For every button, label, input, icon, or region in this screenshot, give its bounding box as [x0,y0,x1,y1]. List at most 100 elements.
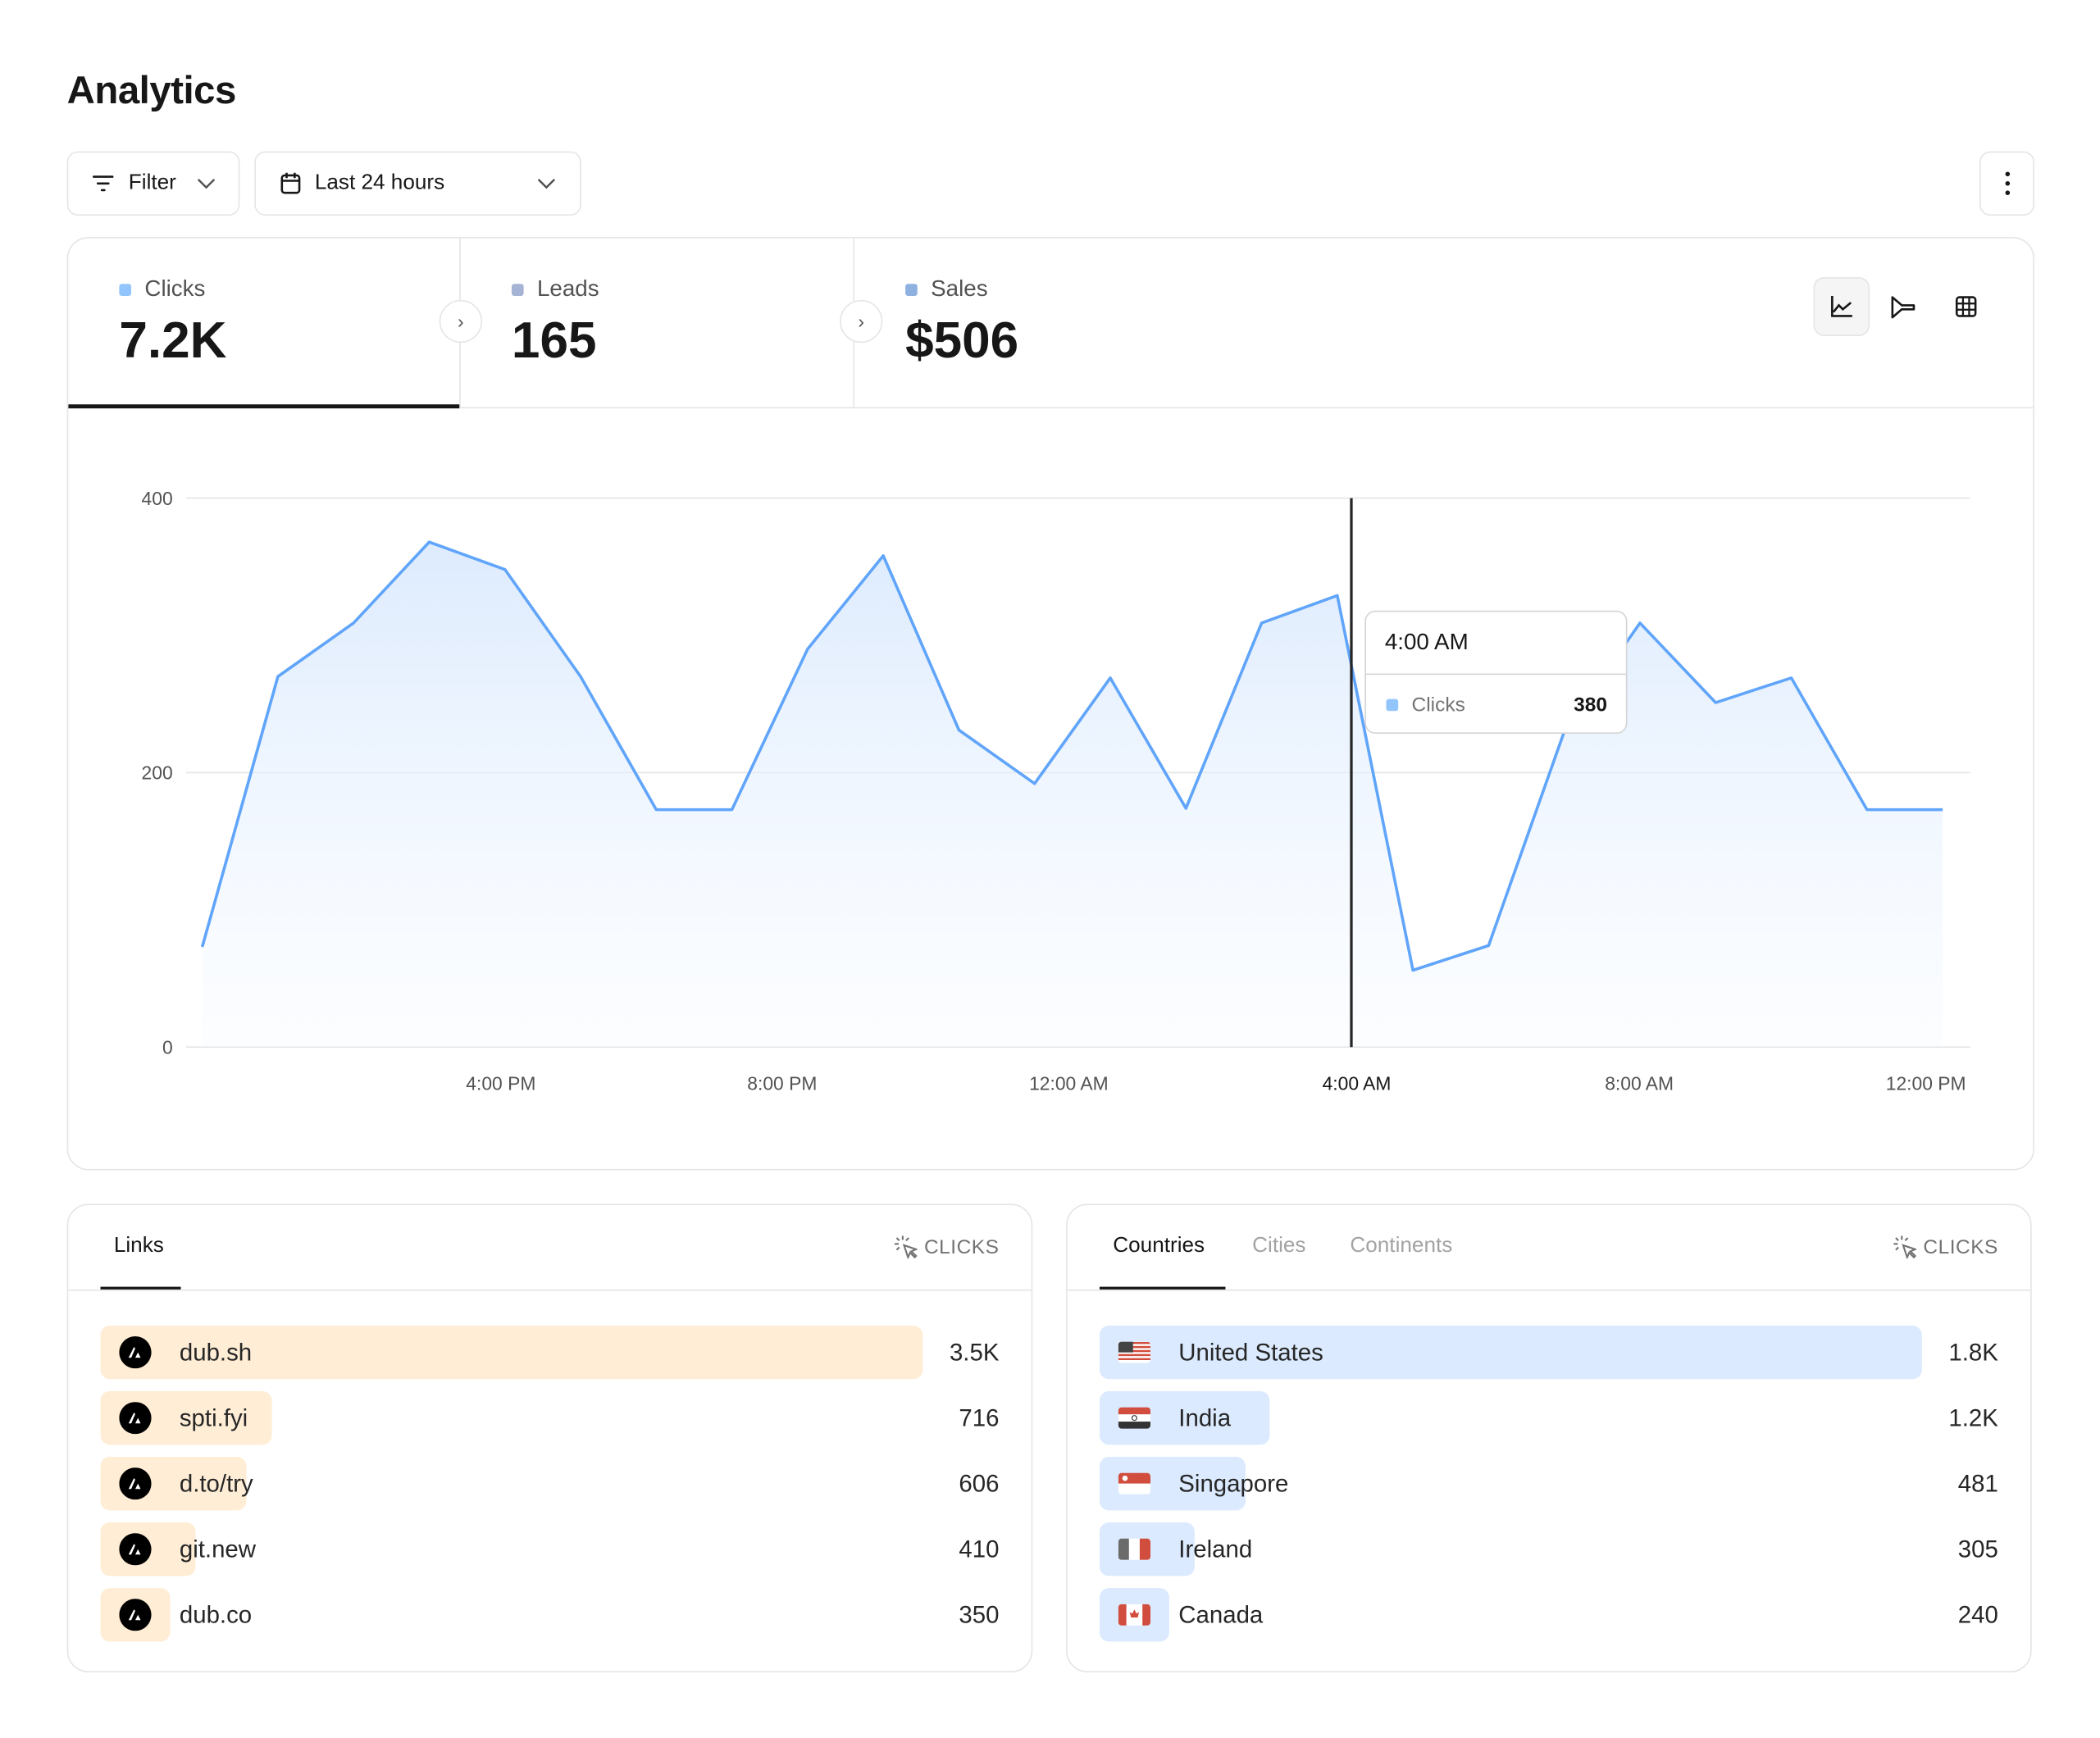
table-icon [1955,296,1977,317]
row-value: 350 [959,1601,1000,1629]
calendar-icon [280,172,301,194]
tab-continents[interactable]: Continents [1350,1234,1453,1258]
tab-countries[interactable]: Countries [1113,1234,1205,1258]
line-chart-view-button[interactable] [1813,277,1870,336]
table-view-button[interactable] [1938,277,1994,336]
chevron-right-icon: › [840,299,883,344]
line-chart-icon [1831,295,1852,317]
date-range-select[interactable]: Last 24 hours [254,151,581,216]
link-favicon-icon [119,1467,152,1500]
tab-cities[interactable]: Cities [1252,1234,1306,1258]
tooltip-value: 380 [1574,694,1607,717]
row-value: 240 [1957,1601,1998,1629]
india-flag-icon [1118,1407,1151,1429]
metric-value: 165 [511,313,597,370]
active-tab-indicator [68,404,460,409]
clicks-column-header: CLICKS [893,1235,1000,1259]
ireland-flag-icon [1118,1538,1151,1560]
date-range-value: Last 24 hours [314,171,445,194]
active-tab-indicator [1099,1286,1226,1291]
row-value: 410 [959,1536,1000,1563]
singapore-flag-icon [1118,1472,1151,1495]
x-tick-label: 8:00 AM [1605,1073,1674,1094]
metric-label: Sales [931,275,988,302]
x-tick-label: 8:00 PM [747,1073,817,1094]
tooltip-swatch [1386,698,1399,712]
filter-label: Filter [128,171,176,194]
funnel-view-button[interactable] [1875,277,1932,336]
row-name: git.new [179,1536,257,1563]
value-bar [1099,1325,1922,1380]
row-name: Singapore [1178,1470,1289,1498]
link-row[interactable]: dub.sh 3.5K [100,1325,1000,1380]
metric-value: $506 [905,313,1019,370]
link-favicon-icon [119,1599,152,1631]
filter-button[interactable]: Filter [66,151,240,216]
clicks-color-swatch [119,283,132,296]
cursor-click-icon [895,1235,918,1259]
link-favicon-icon [119,1402,152,1435]
row-name: India [1178,1404,1232,1431]
link-favicon-icon [119,1336,152,1369]
page-title: Analytics [66,69,237,113]
metric-label: Leads [536,275,599,302]
funnel-icon [1891,296,1916,319]
cursor-click-icon [1893,1235,1917,1259]
metric-tab-leads[interactable]: Leads 165 [461,238,855,407]
series-area [202,542,1943,1048]
row-value: 716 [959,1404,1000,1431]
y-tick-label: 400 [142,488,173,509]
y-tick-label: 0 [162,1036,173,1058]
metric-label: Clicks [144,275,206,302]
country-row[interactable]: Canada 240 [1099,1588,1998,1642]
analytics-chart-card: Clicks 7.2K Leads 165 Sales $506 › › 0 [66,237,2034,1171]
more-options-button[interactable] [1979,151,2034,216]
link-row[interactable]: git.new 410 [100,1522,999,1576]
clicks-column-header: CLICKS [1893,1235,1998,1259]
tooltip-series: Clicks [1411,694,1465,717]
row-name: dub.sh [179,1339,253,1366]
row-value: 3.5K [949,1339,1000,1366]
x-tick-label: 12:00 PM [1886,1073,1966,1094]
tooltip-title: 4:00 AM [1384,629,1469,655]
clicks-label: CLICKS [923,1235,1000,1258]
links-panel: Links CLICKS dub.sh 3.5K spti.fyi 716 d.… [66,1203,1033,1672]
clicks-area-chart: 0 200 400 4:00 PM 8:00 PM 12:00 AM 4:00 AM 8:00… [142,488,1970,1094]
value-bar [100,1325,923,1380]
tab-links[interactable]: Links [113,1234,164,1258]
metric-value: 7.2K [119,313,227,370]
country-row[interactable]: India 1.2K [1099,1390,1998,1445]
chevron-down-icon [197,178,216,189]
row-value: 606 [959,1470,1000,1498]
country-row[interactable]: United States 1.8K [1099,1325,1998,1380]
country-row[interactable]: Singapore 481 [1099,1457,1998,1511]
row-name: United States [1178,1339,1323,1366]
metric-tab-clicks[interactable]: Clicks 7.2K [68,238,461,409]
row-name: spti.fyi [179,1404,248,1431]
x-tick-label: 12:00 AM [1029,1073,1109,1094]
link-row[interactable]: spti.fyi 716 [100,1390,1000,1445]
canada-flag-icon [1118,1604,1151,1626]
row-value: 481 [1957,1470,1998,1498]
chart-tooltip: 4:00 AM Clicks 380 [1364,610,1628,735]
active-tab-indicator [100,1286,181,1291]
row-name: Canada [1178,1601,1264,1629]
row-name: d.to/try [179,1470,253,1498]
leads-color-swatch [511,283,524,296]
country-row[interactable]: Ireland 305 [1099,1522,1998,1576]
metric-tab-sales[interactable]: Sales $506 [854,239,1390,407]
link-favicon-icon [119,1533,152,1566]
series-line-clicks [200,540,1943,972]
more-vertical-icon [2004,171,2010,195]
link-row[interactable]: dub.co 350 [100,1588,1000,1642]
y-tick-label: 200 [142,762,173,784]
row-value: 1.8K [1948,1339,1998,1366]
us-flag-icon [1118,1341,1151,1363]
row-name: dub.co [179,1601,253,1629]
x-tick-label: 4:00 PM [466,1073,535,1094]
chevron-down-icon [537,178,556,189]
row-value: 305 [1957,1536,1998,1563]
link-row[interactable]: d.to/try 606 [100,1457,1000,1511]
row-name: Ireland [1178,1536,1253,1563]
row-value: 1.2K [1948,1404,1998,1431]
